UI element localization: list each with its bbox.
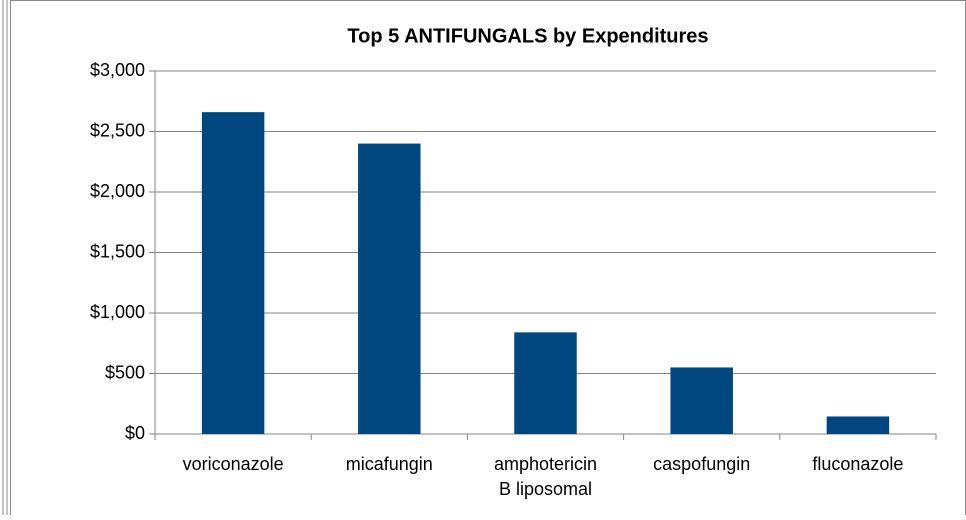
y-tick-label: $3,000	[90, 60, 145, 80]
x-tick-label: fluconazole	[812, 454, 903, 474]
x-tick-label: amphotericin B liposomal	[494, 454, 597, 499]
bar	[514, 332, 577, 434]
x-tick-label-line: B liposomal	[499, 479, 592, 499]
bar	[670, 367, 733, 434]
bar	[826, 416, 890, 434]
y-tick-label: $500	[105, 362, 145, 382]
bar	[201, 112, 265, 434]
y-tick-label: $2,000	[90, 181, 145, 201]
y-tick-label: $1,000	[90, 302, 145, 322]
chart-border	[10, 0, 966, 520]
y-tick-label: $2,500	[90, 120, 145, 140]
bar	[358, 143, 421, 434]
x-tick-label: micafungin	[346, 454, 433, 474]
y-tick-label: $1,500	[90, 241, 145, 261]
x-tick-label-line: amphotericin	[494, 454, 597, 474]
x-tick-label: caspofungin	[653, 454, 750, 474]
x-tick-label: voriconazole	[183, 454, 284, 474]
y-tick-label: $0	[125, 423, 145, 443]
chart-title: Top 5 ANTIFUNGALS by Expenditures	[347, 25, 708, 47]
